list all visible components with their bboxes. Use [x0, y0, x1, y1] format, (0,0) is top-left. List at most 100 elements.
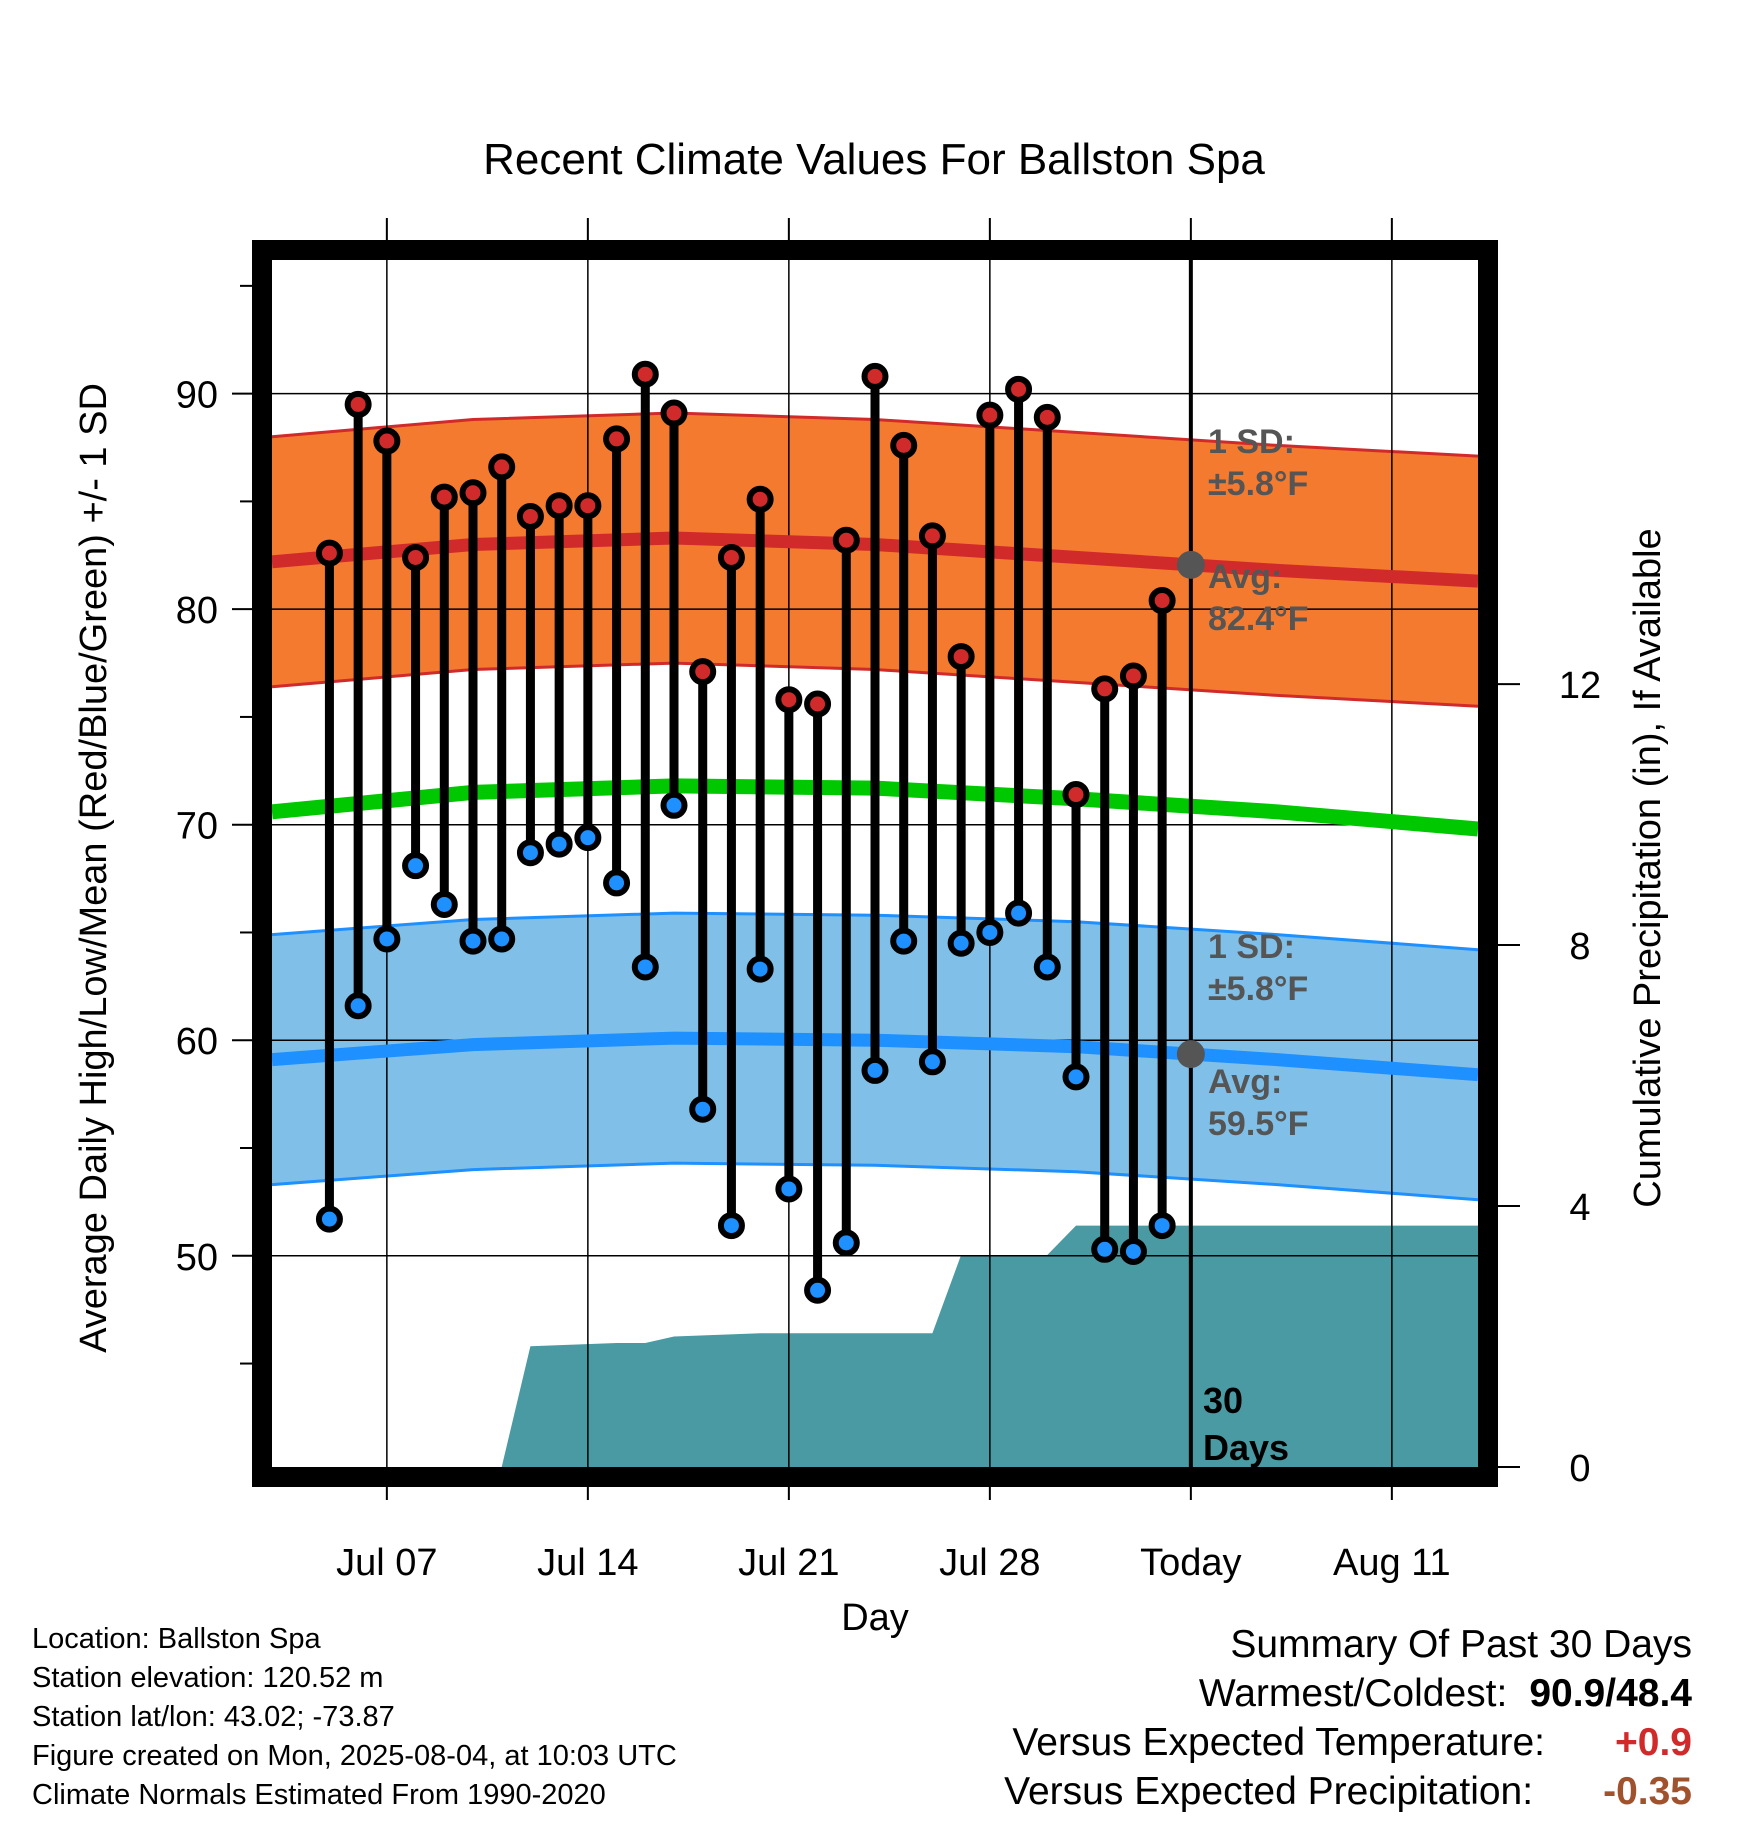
low-sd-label: 1 SD: [1208, 928, 1295, 966]
y-right-tick-label: 8 [1569, 926, 1590, 968]
high-point [689, 658, 717, 686]
low-point [402, 852, 430, 880]
low-point [832, 1229, 860, 1257]
today-low-normal-marker [1176, 1040, 1205, 1069]
high-point [918, 522, 946, 550]
low-point [976, 918, 1004, 946]
latlon-text: Station lat/lon: 43.02; -73.87 [32, 1701, 395, 1733]
precip-anomaly-label: Versus Expected Precipitation: [1004, 1770, 1534, 1813]
low-point [1148, 1212, 1176, 1240]
high-point [545, 492, 573, 520]
y-right-tick-label: 0 [1569, 1448, 1590, 1490]
high-point [1148, 587, 1176, 615]
low-point [631, 953, 659, 981]
high-point [373, 427, 401, 455]
low-point [775, 1175, 803, 1203]
y-left-tick-label: 50 [176, 1237, 218, 1279]
high-point [1062, 781, 1090, 809]
high-point [1033, 403, 1061, 431]
low-point [1005, 899, 1033, 927]
low-point [1062, 1063, 1090, 1091]
y-left-tick-label: 80 [176, 590, 218, 632]
temp-anomaly-label: Versus Expected Temperature: [1012, 1721, 1545, 1764]
high-sd-label: 1 SD: [1208, 423, 1295, 461]
low-point [804, 1276, 832, 1304]
high-point [516, 502, 544, 530]
warm-cold-label: Warmest/Coldest: [1198, 1672, 1508, 1715]
high-point [430, 483, 458, 511]
low-point [689, 1095, 717, 1123]
y-left-tick-label: 70 [176, 806, 218, 848]
location-text: Location: Ballston Spa [32, 1623, 321, 1655]
high-point [804, 690, 832, 718]
high-point [1119, 662, 1147, 690]
high-point [890, 431, 918, 459]
low-point [430, 890, 458, 918]
y-right-tick-label: 12 [1559, 665, 1601, 707]
summary-heading: Summary Of Past 30 Days [1230, 1623, 1692, 1666]
normals-text: Climate Normals Estimated From 1990-2020 [32, 1779, 606, 1811]
precip-anomaly-value: -0.35 [1603, 1770, 1692, 1813]
high-point [344, 390, 372, 418]
high-point [861, 362, 889, 390]
x-tick-label: Jul 07 [336, 1542, 437, 1584]
precipitation-area [272, 1225, 1478, 1467]
y-axis-left-label: Average Daily High/Low/Mean (Red/Blue/Gr… [73, 383, 115, 1353]
x-tick-label: Aug 11 [1333, 1542, 1451, 1584]
summary-warm-cold: Warmest/Coldest: 90.9/48.4 [1004, 1669, 1692, 1718]
high-point [1091, 675, 1119, 703]
y-axis-right-label: Cumulative Precipitation (in), If Availa… [1627, 528, 1669, 1207]
precipitation-fill [272, 1225, 1478, 1467]
low-point [890, 927, 918, 955]
y-right-tick-label: 4 [1569, 1187, 1590, 1229]
daily-observations [315, 360, 1176, 1304]
high-point [775, 686, 803, 714]
x-axis-label: Day [841, 1597, 909, 1639]
high-point [717, 543, 745, 571]
station-info: Location: Ballston Spa Station elevation… [32, 1620, 677, 1815]
low-point [603, 869, 631, 897]
high-point [574, 492, 602, 520]
today-markers [1176, 550, 1205, 1069]
high-point [631, 360, 659, 388]
temp-anomaly-value: +0.9 [1615, 1721, 1692, 1764]
high-avg-label: Avg: [1208, 558, 1282, 596]
y-axis-right-ticks: 0 4 8 12 [1498, 665, 1601, 1490]
high-point [1005, 375, 1033, 403]
low-point [488, 925, 516, 953]
x-tick-label: Jul 28 [939, 1542, 1040, 1584]
low-point [717, 1212, 745, 1240]
low-band-lower-edge [271, 1161, 1479, 1202]
high-avg-value: 82.4°F [1208, 600, 1309, 638]
high-point [459, 479, 487, 507]
y-axis-left-ticks: 50 60 70 80 90 [176, 284, 252, 1365]
summary-temp: Versus Expected Temperature: +0.9 [1004, 1718, 1692, 1767]
high-point [660, 399, 688, 427]
low-point [574, 824, 602, 852]
high-sd-value: ±5.8°F [1208, 465, 1308, 503]
chart-title: Recent Climate Values For Ballston Spa [483, 135, 1265, 184]
low-point [459, 927, 487, 955]
low-point [1033, 953, 1061, 981]
summary-panel: Summary Of Past 30 Days Warmest/Coldest:… [1004, 1620, 1692, 1816]
low-sd-value: ±5.8°F [1208, 970, 1308, 1008]
low-point [516, 839, 544, 867]
low-point [918, 1048, 946, 1076]
y-left-tick-label: 90 [176, 375, 218, 417]
days-label: Days [1203, 1427, 1289, 1468]
warm-cold-value: 90.9/48.4 [1529, 1672, 1692, 1715]
created-text: Figure created on Mon, 2025-08-04, at 10… [32, 1740, 677, 1772]
elevation-text: Station elevation: 120.52 m [32, 1662, 384, 1694]
low-point [344, 992, 372, 1020]
high-point [315, 539, 343, 567]
days-count: 30 [1203, 1380, 1243, 1421]
low-point [660, 791, 688, 819]
high-point [402, 543, 430, 571]
high-point [746, 485, 774, 513]
low-avg-label: Avg: [1208, 1063, 1282, 1101]
low-point [545, 830, 573, 858]
y-left-tick-label: 60 [176, 1021, 218, 1063]
summary-precip: Versus Expected Precipitation: -0.35 [1004, 1767, 1692, 1816]
high-point [832, 526, 860, 554]
